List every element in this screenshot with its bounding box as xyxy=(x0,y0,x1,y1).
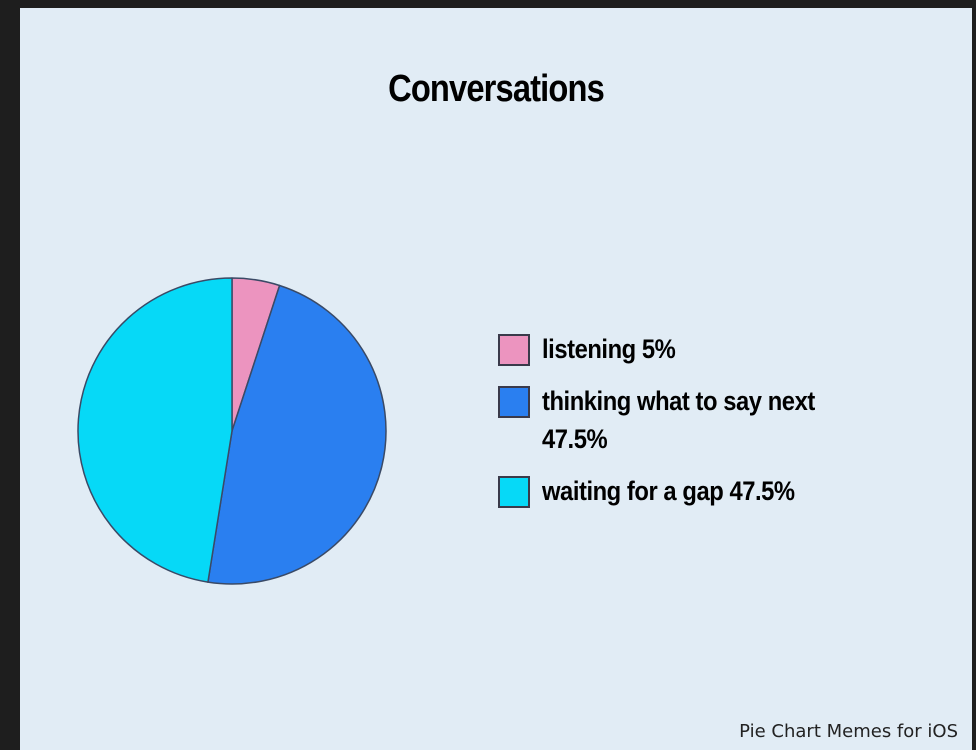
chart-title: Conversations xyxy=(388,68,605,110)
legend-swatch-waiting xyxy=(498,476,530,508)
legend-swatch-thinking xyxy=(498,386,530,418)
pie-slice-waiting xyxy=(77,277,233,583)
pie-chart xyxy=(77,277,387,585)
legend-label-waiting: waiting for a gap 47.5% xyxy=(542,476,795,506)
chart-legend: listening 5% thinking what to say next 4… xyxy=(498,330,898,524)
legend-item-thinking: thinking what to say next 47.5% xyxy=(498,382,898,458)
legend-swatch-listening xyxy=(498,334,530,366)
chart-canvas: Conversations listening 5% thinking what… xyxy=(20,8,972,750)
pie-slice-thinking xyxy=(207,284,387,585)
legend-item-listening: listening 5% xyxy=(498,330,898,368)
legend-label-listening: listening 5% xyxy=(542,334,676,364)
watermark: Pie Chart Memes for iOS xyxy=(739,721,958,742)
legend-item-waiting: waiting for a gap 47.5% xyxy=(498,472,898,510)
legend-label-thinking: thinking what to say next 47.5% xyxy=(542,386,815,454)
